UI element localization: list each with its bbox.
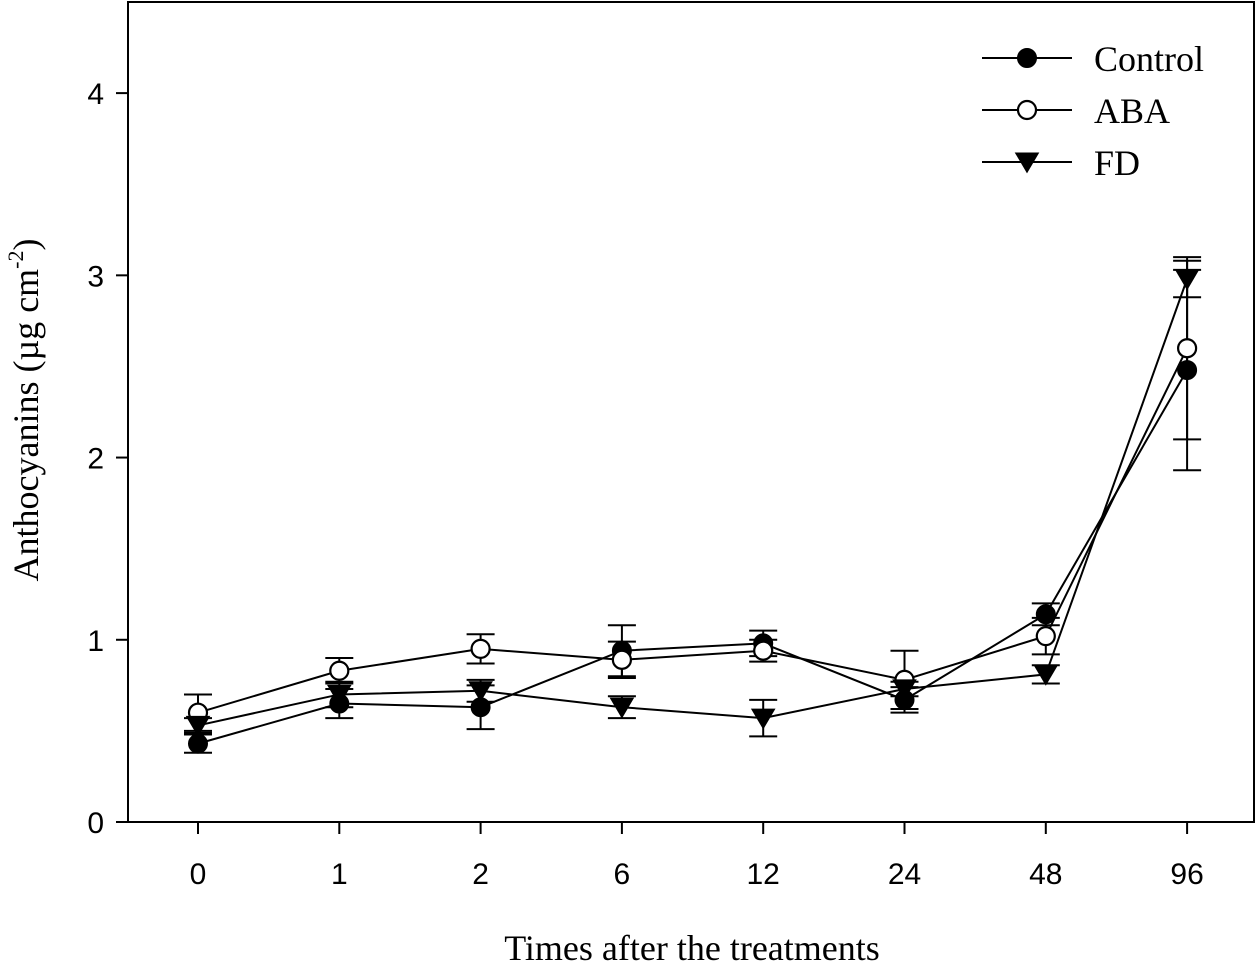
data-point [326,684,352,706]
legend-marker [1016,99,1038,121]
data-point [609,697,635,719]
y-tick-label: 3 [87,260,104,293]
x-tick-label: 96 [1170,858,1203,891]
x-tick-label: 6 [614,858,631,891]
legend-item: Control [982,39,1204,79]
legend-label: FD [1094,143,1140,183]
data-point [185,715,211,737]
data-point [470,638,491,659]
x-tick-label: 24 [888,858,921,891]
y-tick-label: 4 [87,78,104,111]
legend-label: ABA [1094,91,1170,131]
series-line [197,278,1189,727]
data-point [468,681,493,703]
data-point [329,660,350,681]
plot-frame [127,1,1255,823]
data-point [1033,664,1059,686]
legend-item: ABA [982,91,1170,131]
y-tick-label: 2 [87,443,104,476]
data-point [1174,269,1200,291]
series-line [197,369,1188,745]
series-fd [184,259,1202,738]
data-point [611,649,633,670]
y-axis-title: Anthocyanins (µg cm-2) [3,238,46,581]
data-point [892,679,917,701]
x-tick-label: 48 [1029,858,1062,891]
data-point [753,640,774,661]
data-point [188,733,208,754]
y-tick-label: 1 [87,625,104,658]
series-line [197,347,1188,714]
x-tick-label: 0 [190,858,207,891]
legend-label: Control [1094,39,1204,79]
data-point [750,708,776,730]
x-axis-title: Times after the treatments [504,928,880,964]
legend-marker [1017,48,1037,68]
x-tick-label: 2 [472,858,489,891]
x-tick-label: 12 [747,858,780,891]
series-aba [184,256,1202,732]
legend-item: FD [982,143,1140,183]
y-tick-label: 0 [87,807,104,840]
x-tick-label: 1 [331,858,348,891]
data-point [1035,626,1056,647]
data-point [1176,338,1198,359]
legend-marker [1014,152,1040,174]
